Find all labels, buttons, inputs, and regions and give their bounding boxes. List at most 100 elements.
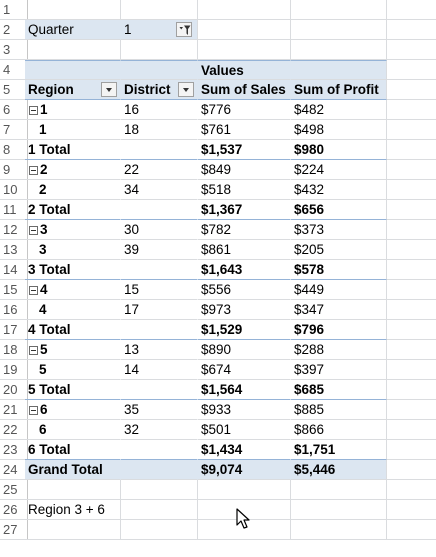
cell[interactable]: [291, 20, 387, 40]
cell[interactable]: [387, 340, 436, 360]
row-header[interactable]: 15: [0, 280, 28, 300]
total-sales-cell[interactable]: $1,529: [198, 320, 291, 340]
collapse-minus-icon[interactable]: [29, 406, 38, 415]
row-header[interactable]: 9: [0, 160, 28, 180]
district-cell[interactable]: 32: [121, 420, 198, 440]
row-header[interactable]: 21: [0, 400, 28, 420]
cell[interactable]: [198, 0, 291, 20]
cell[interactable]: [198, 480, 291, 500]
collapse-minus-icon[interactable]: [29, 166, 38, 175]
region-total-label-cell[interactable]: 5 Total: [25, 380, 121, 400]
sum-sales-header[interactable]: Sum of Sales: [198, 80, 291, 100]
cell[interactable]: [387, 480, 436, 500]
total-sales-cell[interactable]: $1,643: [198, 260, 291, 280]
row-header[interactable]: 23: [0, 440, 28, 460]
cell[interactable]: [387, 300, 436, 320]
cell[interactable]: [291, 0, 387, 20]
report-filter-label[interactable]: Quarter: [25, 20, 121, 40]
row-header[interactable]: 19: [0, 360, 28, 380]
cell[interactable]: [121, 520, 198, 540]
cell[interactable]: [387, 460, 436, 480]
cell[interactable]: [387, 180, 436, 200]
cell[interactable]: [387, 320, 436, 340]
cell[interactable]: [121, 380, 198, 400]
sales-cell[interactable]: $861: [198, 240, 291, 260]
row-header[interactable]: 24: [0, 460, 28, 480]
profit-cell[interactable]: $224: [291, 160, 387, 180]
grand-total-profit-cell[interactable]: $5,446: [291, 460, 387, 480]
sum-profit-header[interactable]: Sum of Profit: [291, 80, 387, 100]
profit-cell[interactable]: $288: [291, 340, 387, 360]
cell[interactable]: [387, 520, 436, 540]
cell[interactable]: [387, 220, 436, 240]
region-cell[interactable]: 3: [25, 220, 121, 240]
row-header[interactable]: 17: [0, 320, 28, 340]
cell[interactable]: [387, 20, 436, 40]
row-header[interactable]: 20: [0, 380, 28, 400]
district-cell[interactable]: 34: [121, 180, 198, 200]
region-header[interactable]: Region: [25, 80, 121, 100]
grand-total-label-cell[interactable]: Grand Total: [25, 460, 121, 480]
cell[interactable]: [387, 40, 436, 60]
region-cell[interactable]: 2: [25, 160, 121, 180]
region-total-label-cell[interactable]: 3 Total: [25, 260, 121, 280]
total-profit-cell[interactable]: $656: [291, 200, 387, 220]
sales-cell[interactable]: $782: [198, 220, 291, 240]
row-header[interactable]: 10: [0, 180, 28, 200]
cell[interactable]: [121, 140, 198, 160]
cell[interactable]: [121, 200, 198, 220]
region-cell[interactable]: 1: [25, 100, 121, 120]
cell[interactable]: [387, 260, 436, 280]
cell[interactable]: [387, 80, 436, 100]
sales-cell[interactable]: $761: [198, 120, 291, 140]
row-header[interactable]: 4: [0, 60, 28, 80]
row-header[interactable]: 8: [0, 140, 28, 160]
row-header[interactable]: 25: [0, 480, 28, 500]
total-sales-cell[interactable]: $1,537: [198, 140, 291, 160]
region-cell[interactable]: 2: [25, 180, 121, 200]
cell[interactable]: [121, 440, 198, 460]
values-header[interactable]: Values: [198, 60, 291, 80]
district-dropdown-button[interactable]: [178, 82, 194, 97]
cell[interactable]: [291, 500, 387, 520]
row-header[interactable]: 2: [0, 20, 28, 40]
profit-cell[interactable]: $482: [291, 100, 387, 120]
row-header[interactable]: 13: [0, 240, 28, 260]
district-cell[interactable]: 16: [121, 100, 198, 120]
sales-cell[interactable]: $556: [198, 280, 291, 300]
total-sales-cell[interactable]: $1,367: [198, 200, 291, 220]
row-header[interactable]: 26: [0, 500, 28, 520]
region-total-label-cell[interactable]: 2 Total: [25, 200, 121, 220]
total-profit-cell[interactable]: $578: [291, 260, 387, 280]
collapse-minus-icon[interactable]: [29, 226, 38, 235]
cell[interactable]: [387, 500, 436, 520]
cell[interactable]: [121, 460, 198, 480]
district-cell[interactable]: 13: [121, 340, 198, 360]
district-cell[interactable]: 18: [121, 120, 198, 140]
cell[interactable]: [387, 60, 436, 80]
region-cell[interactable]: 5: [25, 340, 121, 360]
row-header[interactable]: 3: [0, 40, 28, 60]
profit-cell[interactable]: $498: [291, 120, 387, 140]
sales-cell[interactable]: $849: [198, 160, 291, 180]
total-sales-cell[interactable]: $1,564: [198, 380, 291, 400]
cell[interactable]: [387, 100, 436, 120]
sales-cell[interactable]: $776: [198, 100, 291, 120]
row-header[interactable]: 5: [0, 80, 28, 100]
cell[interactable]: [121, 500, 198, 520]
profit-cell[interactable]: $885: [291, 400, 387, 420]
region-cell[interactable]: 5: [25, 360, 121, 380]
district-cell[interactable]: 35: [121, 400, 198, 420]
cell[interactable]: [25, 0, 121, 20]
cell[interactable]: [291, 60, 387, 80]
profit-cell[interactable]: $373: [291, 220, 387, 240]
sales-cell[interactable]: $890: [198, 340, 291, 360]
row-header[interactable]: 27: [0, 520, 28, 540]
collapse-minus-icon[interactable]: [29, 346, 38, 355]
cell[interactable]: [291, 480, 387, 500]
profit-cell[interactable]: $397: [291, 360, 387, 380]
region-cell[interactable]: 4: [25, 300, 121, 320]
sales-cell[interactable]: $518: [198, 180, 291, 200]
row-header[interactable]: 14: [0, 260, 28, 280]
district-cell[interactable]: 30: [121, 220, 198, 240]
